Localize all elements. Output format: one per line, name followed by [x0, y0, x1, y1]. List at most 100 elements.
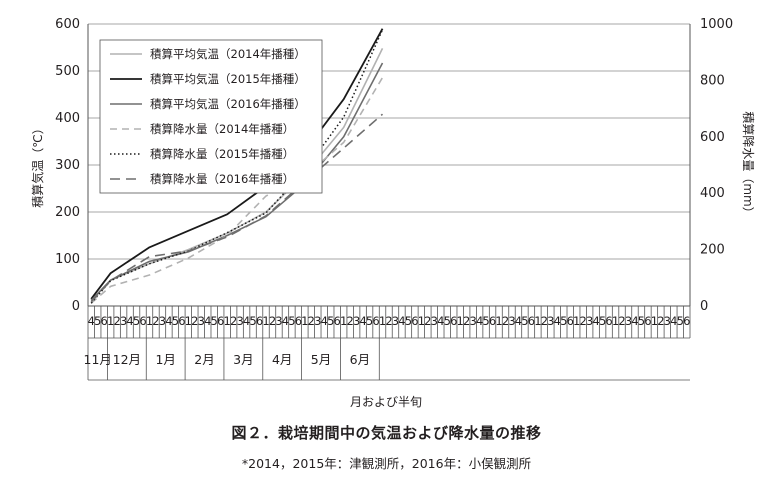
x-tick-label: 3 [664, 314, 671, 328]
y-right-tick-label: 200 [700, 243, 725, 258]
y-left-tick-label: 500 [55, 64, 80, 79]
x-tick-label: 1 [340, 314, 347, 328]
x-tick-label: 2 [424, 314, 431, 328]
x-tick-label: 3 [198, 314, 205, 328]
x-tick-label: 1 [379, 314, 386, 328]
x-tick-label: 6 [644, 314, 651, 328]
x-tick-label: 3 [547, 314, 554, 328]
x-tick-label: 1 [262, 314, 269, 328]
x-tick-label: 4 [126, 314, 133, 328]
x-tick-label: 1 [495, 314, 502, 328]
x-tick-label: 2 [618, 314, 625, 328]
x-tick-label: 6 [334, 314, 341, 328]
x-tick-label: 5 [133, 314, 140, 328]
series-line [90, 28, 384, 300]
x-tick-label: 3 [236, 314, 243, 328]
x-tick-label: 3 [275, 314, 282, 328]
month-label: 12月 [113, 352, 141, 367]
x-tick-label: 4 [554, 314, 561, 328]
x-tick-label: 6 [450, 314, 457, 328]
x-tick-label: 4 [88, 314, 95, 328]
legend-label: 積算降水量（2014年播種） [150, 122, 294, 136]
legend-label: 積算降水量（2015年播種） [150, 147, 294, 161]
x-tick-label: 6 [528, 314, 535, 328]
x-tick-label: 4 [476, 314, 483, 328]
x-tick-label: 2 [502, 314, 509, 328]
x-tick-label: 1 [107, 314, 114, 328]
x-tick-label: 1 [573, 314, 580, 328]
y-right-tick-label: 0 [700, 299, 708, 314]
month-label: 11月 [84, 352, 112, 367]
x-tick-label: 4 [359, 314, 366, 328]
legend-label: 積算降水量（2016年播種） [150, 172, 294, 186]
x-tick-label: 4 [631, 314, 638, 328]
figure-caption-note: *2014，2015年：津観測所，2016年：小俣観測所 [241, 456, 532, 471]
x-tick-label: 6 [567, 314, 574, 328]
x-tick-label: 5 [521, 314, 528, 328]
x-tick-label: 2 [463, 314, 470, 328]
y-axis-left-ticks: 0 100 200 300 400 500 600 [55, 17, 80, 314]
y-right-tick-label: 400 [700, 186, 725, 201]
y-left-tick-label: 600 [55, 17, 80, 32]
month-label: 3月 [233, 352, 253, 367]
x-tick-label: 3 [159, 314, 166, 328]
x-tick-label: 4 [398, 314, 405, 328]
x-tick-label: 1 [457, 314, 464, 328]
legend-label: 積算平均気温（2015年播種） [150, 72, 306, 86]
series-line [90, 77, 384, 304]
x-tick-label: 1 [146, 314, 153, 328]
x-tick-label: 2 [113, 314, 120, 328]
x-tick-label: 4 [592, 314, 599, 328]
x-tick-label: 1 [612, 314, 619, 328]
y-axis-right-title: 積算降水量（mm） [741, 111, 756, 218]
x-tick-label: 4 [165, 314, 172, 328]
legend-box [99, 39, 323, 194]
x-tick-label: 2 [580, 314, 587, 328]
y-axis-right-ticks: 0 200 400 600 800 1000 [700, 17, 733, 314]
month-label: 4月 [272, 352, 292, 367]
x-tick-label: 5 [405, 314, 412, 328]
x-tick-label: 5 [94, 314, 101, 328]
x-tick-label: 2 [657, 314, 664, 328]
x-tick-label: 5 [327, 314, 334, 328]
x-tick-label: 6 [295, 314, 302, 328]
x-tick-label: 6 [489, 314, 496, 328]
y-left-tick-label: 300 [55, 158, 80, 173]
x-tick-label: 2 [346, 314, 353, 328]
y-right-tick-label: 1000 [700, 17, 733, 32]
axes [87, 24, 691, 307]
x-tick-label: 5 [677, 314, 684, 328]
x-tick-label: 5 [482, 314, 489, 328]
x-tick-label: 5 [599, 314, 606, 328]
x-tick-label: 6 [683, 314, 690, 328]
x-tick-label: 2 [152, 314, 159, 328]
y-right-tick-label: 800 [700, 73, 725, 88]
legend-label: 積算平均気温（2016年播種） [150, 97, 306, 111]
x-tick-label: 1 [224, 314, 231, 328]
x-tick-label: 4 [437, 314, 444, 328]
y-right-tick-label: 600 [700, 130, 725, 145]
x-tick-label: 5 [560, 314, 567, 328]
month-label: 5月 [311, 352, 331, 367]
x-tick-label: 2 [269, 314, 276, 328]
x-tick-label: 1 [418, 314, 425, 328]
x-tick-label: 4 [204, 314, 211, 328]
x-tick-label: 1 [185, 314, 192, 328]
x-tick-label: 2 [191, 314, 198, 328]
plot-lines [90, 28, 384, 304]
legend-label: 積算平均気温（2014年播種） [150, 47, 306, 61]
x-tick-label: 3 [392, 314, 399, 328]
x-tick-label: 3 [353, 314, 360, 328]
x-tick-label: 6 [372, 314, 379, 328]
x-tick-label: 3 [314, 314, 321, 328]
series-line [90, 62, 384, 301]
x-tick-label: 5 [638, 314, 645, 328]
x-tick-label: 3 [431, 314, 438, 328]
x-tick-label: 6 [217, 314, 224, 328]
y-left-tick-label: 400 [55, 111, 80, 126]
x-tick-label: 4 [515, 314, 522, 328]
x-tick-label: 2 [230, 314, 237, 328]
y-left-tick-label: 0 [72, 299, 80, 314]
